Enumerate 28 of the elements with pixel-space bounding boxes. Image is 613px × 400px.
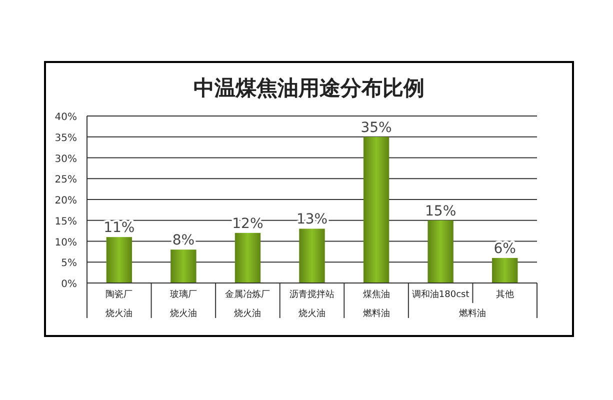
data-label: 11% — [104, 220, 135, 236]
text: 烧火油 — [170, 308, 197, 319]
y-tick-label: 30% — [54, 154, 77, 165]
data-label: 12% — [232, 216, 264, 232]
text: 燃料油 — [362, 308, 390, 319]
data-label: 15% — [425, 203, 456, 220]
y-tick-label: 20% — [54, 196, 77, 206]
y-tick-label: 0% — [61, 279, 77, 290]
y-tick-label: 40% — [54, 112, 77, 123]
y-tick-label: 25% — [54, 174, 77, 186]
data-label: 6% — [494, 240, 516, 257]
y-tick-label: 5% — [61, 258, 77, 270]
x-tick-label: 煤焦油 — [362, 289, 390, 300]
text: 燃料油 — [459, 308, 486, 319]
data-label: 35% — [360, 120, 392, 136]
y-tick-label: 10% — [54, 237, 77, 248]
x-tick-label: 调和油180cst — [412, 289, 470, 300]
text: 烧火油 — [106, 308, 133, 319]
y-tick-label: 35% — [54, 132, 77, 144]
x-tick-label: 金属冶炼厂 — [225, 289, 270, 300]
y-tick-label: 15% — [54, 216, 77, 228]
text: 烧火油 — [234, 308, 262, 319]
x-tick-label: 陶瓷厂 — [106, 289, 133, 300]
x-tick-label: 沥青搅拌站 — [290, 289, 334, 300]
x-tick-label: 玻璃厂 — [170, 289, 197, 300]
chart-title: 中温煤焦油用途分布比例 — [194, 76, 424, 100]
text: 烧火油 — [298, 308, 326, 319]
x-tick-label: 其他 — [496, 289, 514, 300]
